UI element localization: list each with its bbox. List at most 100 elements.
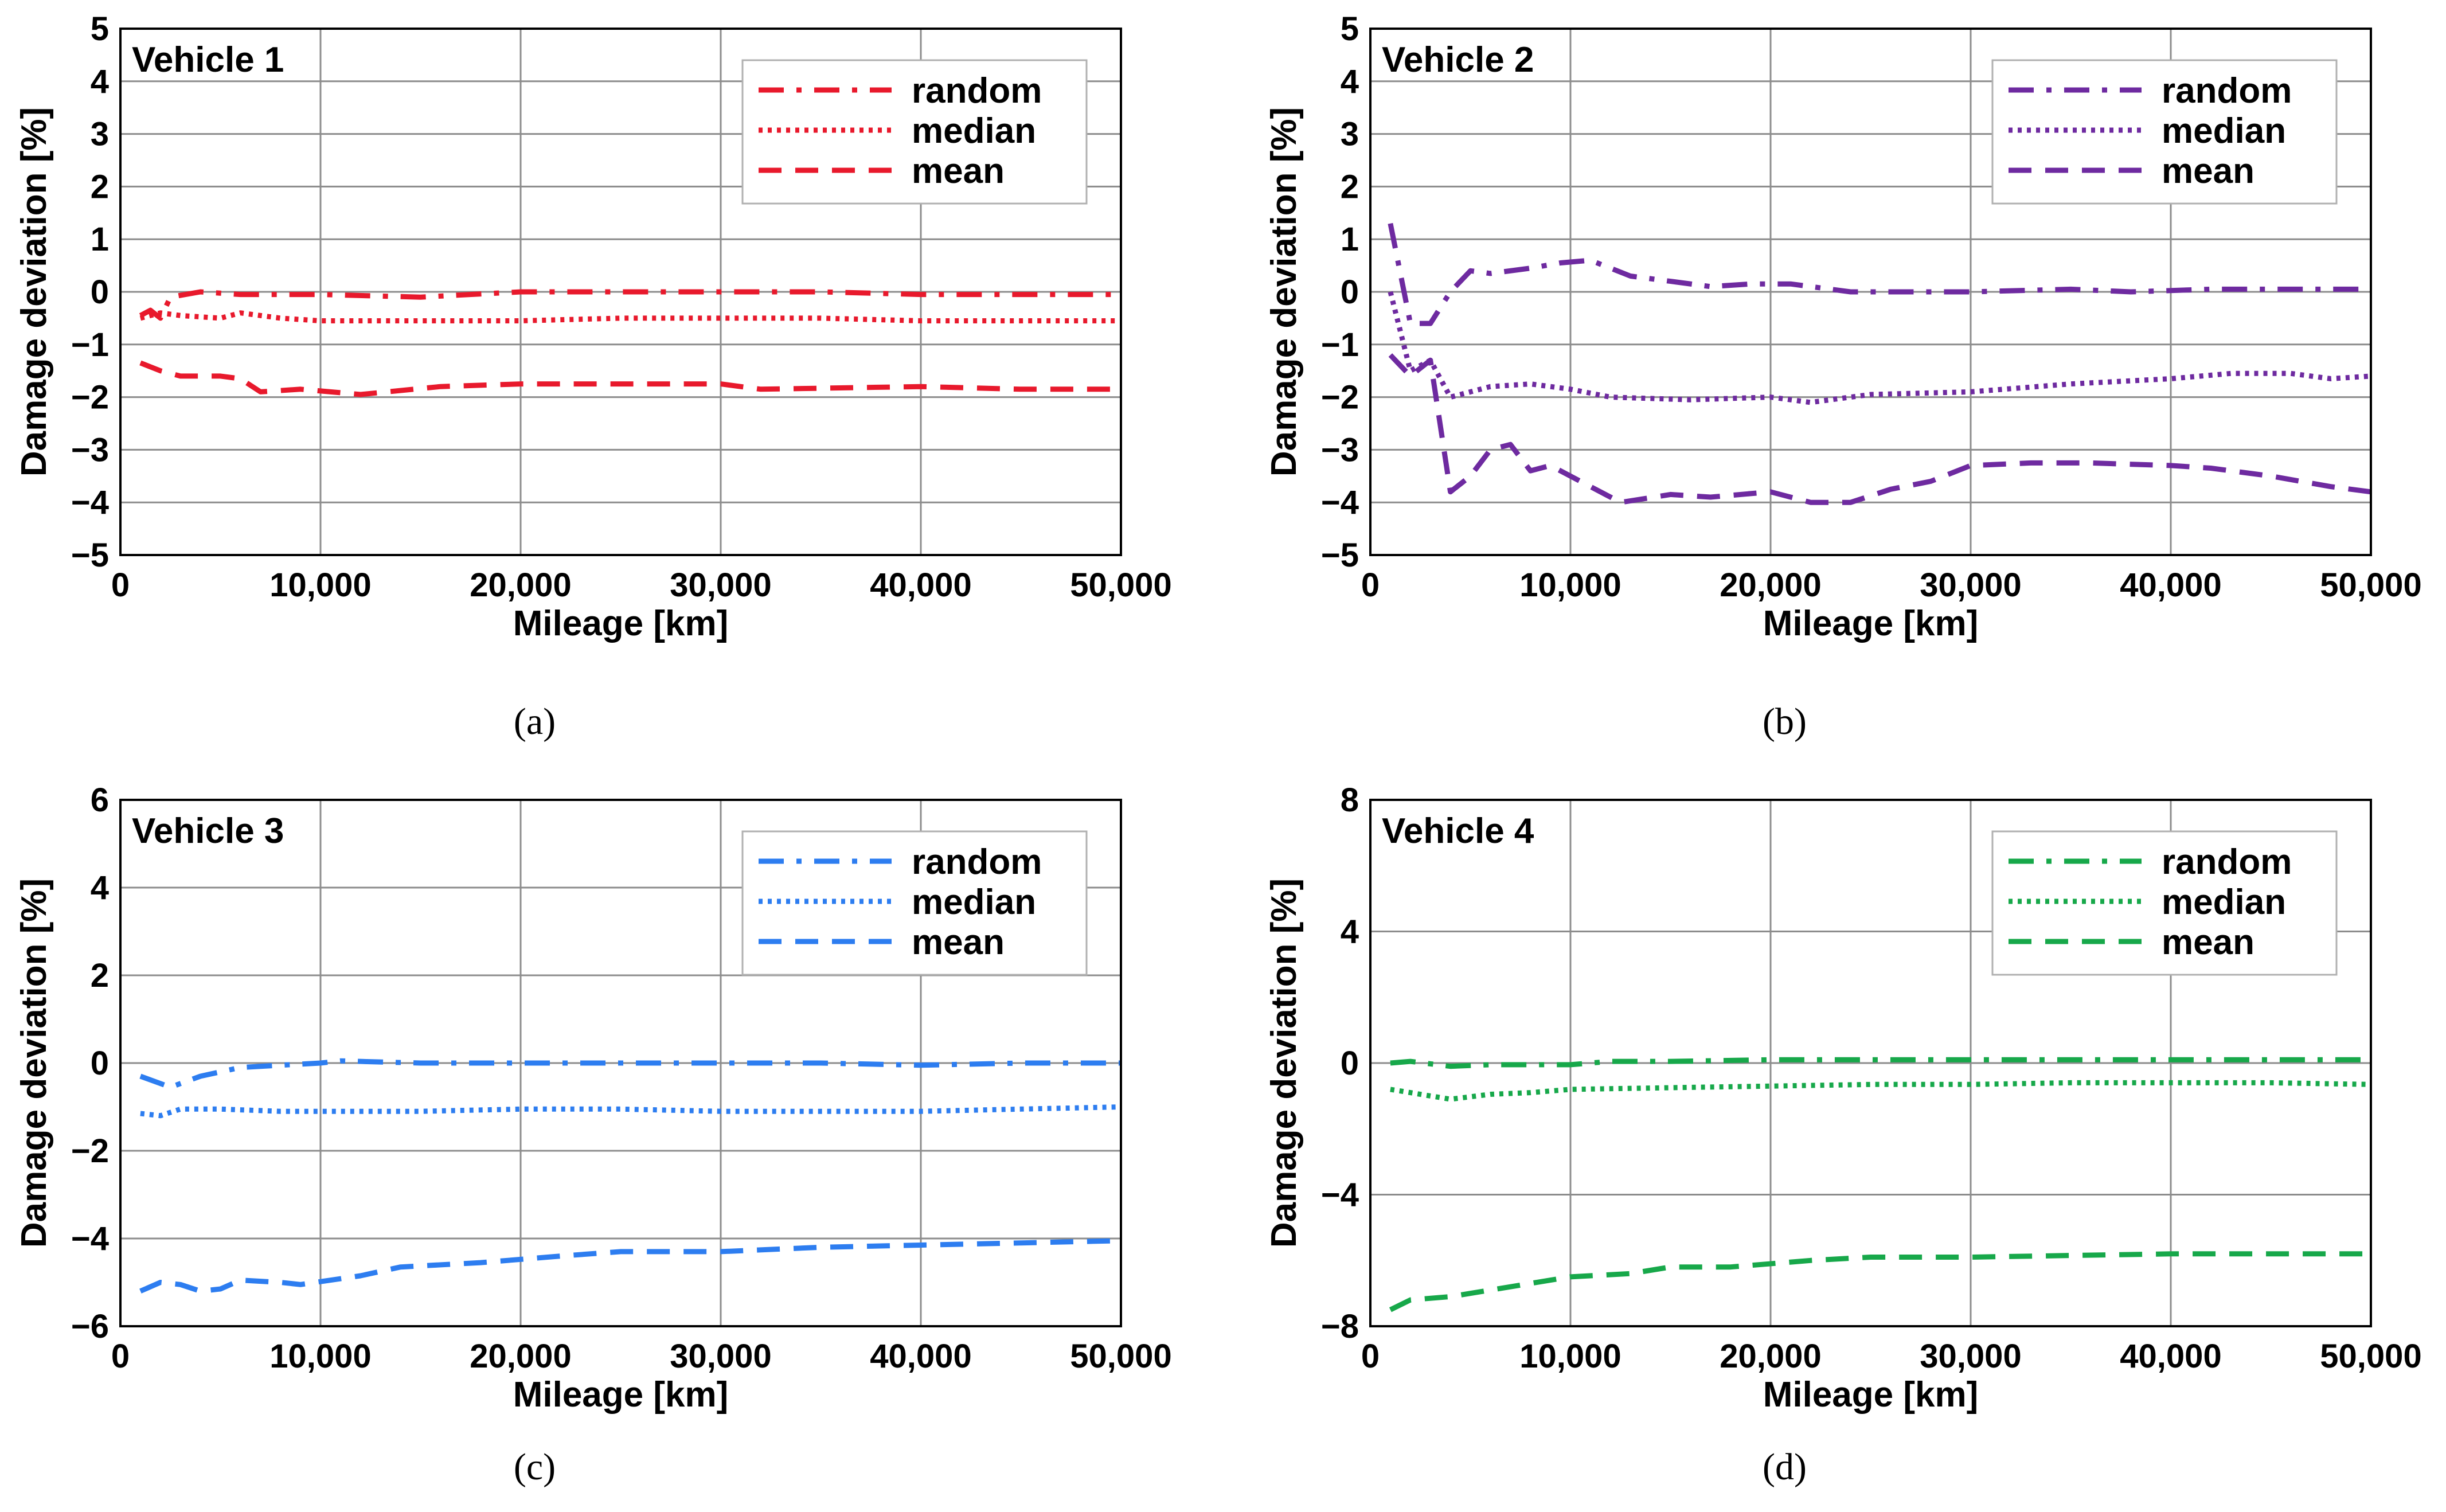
x-tick-label: 40,000 <box>870 566 971 604</box>
legend-label-median: median <box>2162 882 2286 922</box>
plot-frame <box>1369 28 2372 556</box>
x-tick-label: 50,000 <box>2320 1338 2421 1375</box>
chart-panel-1: 0 10,000 20,000 30,000 40,000 50,000 −5 −4 −3 −2 −… <box>14 10 1172 743</box>
y-tick-label: 4 <box>1341 913 1359 951</box>
y-axis-label: Damage deviation [%] <box>14 107 54 476</box>
y-tick-label: 0 <box>1341 1045 1359 1082</box>
y-axis-label: Damage deviation [%] <box>1264 107 1304 476</box>
panel-caption: (c) <box>514 1446 556 1488</box>
x-axis-label: Mileage [km] <box>513 604 729 643</box>
x-tick-label: 20,000 <box>470 1338 571 1375</box>
legend-box <box>1991 59 2338 205</box>
legend-label-mean: mean <box>912 923 1005 962</box>
x-tick-label: 0 <box>1361 1338 1380 1375</box>
series-line-random <box>1390 1057 2371 1069</box>
y-axis-label: Damage deviation [%] <box>14 878 54 1248</box>
y-tick-label: −5 <box>71 537 109 574</box>
series-line-mean <box>139 1238 1122 1294</box>
y-tick-label: −1 <box>1321 326 1359 364</box>
x-tick-label: 20,000 <box>1720 1338 1821 1375</box>
legend-label-median: median <box>912 111 1036 151</box>
x-axis-label: Mileage [km] <box>1763 604 1979 643</box>
y-tick-label: 1 <box>91 221 109 258</box>
legend-label-median: median <box>912 882 1036 922</box>
legend-label-mean: mean <box>2162 151 2254 191</box>
y-tick-label: 5 <box>1341 10 1359 48</box>
y-tick-label: −2 <box>1321 379 1359 416</box>
legend-label-random: random <box>2162 71 2292 111</box>
x-tick-label: 0 <box>1361 566 1380 604</box>
x-tick-label: 40,000 <box>2120 566 2221 604</box>
y-tick-label: −3 <box>1321 431 1359 468</box>
y-tick-label: 3 <box>1341 116 1359 153</box>
y-tick-label: 6 <box>91 782 109 819</box>
legend-label-median: median <box>2162 111 2286 151</box>
x-tick-label: 30,000 <box>670 1338 771 1375</box>
y-tick-label: −4 <box>71 1220 109 1257</box>
chart-panel-3: 0 10,000 20,000 30,000 40,000 50,000 −6 −4 −2 0 2 4… <box>14 782 1172 1488</box>
chart-panel-2: 0 10,000 20,000 30,000 40,000 50,000 −5 −4 −3 −2 −… <box>1264 10 2422 743</box>
x-tick-label: 50,000 <box>1070 1338 1171 1375</box>
x-tick-label: 10,000 <box>1519 566 1621 604</box>
x-tick-label: 40,000 <box>870 1338 971 1375</box>
x-tick-label: 30,000 <box>1920 566 2021 604</box>
y-tick-label: 3 <box>91 116 109 153</box>
legend-label-mean: mean <box>912 151 1005 191</box>
y-tick-label: −1 <box>71 326 109 364</box>
x-axis-label: Mileage [km] <box>513 1375 729 1415</box>
y-axis-label: Damage deviation [%] <box>1264 878 1304 1248</box>
y-tick-label: 0 <box>1341 274 1359 311</box>
series-line-median <box>140 1104 1122 1119</box>
series-line-random <box>1388 222 2371 326</box>
panel-title: Vehicle 1 <box>132 40 284 80</box>
legend-label-random: random <box>912 71 1042 111</box>
x-tick-label: 40,000 <box>2120 1338 2221 1375</box>
series-line-mean <box>1388 353 2371 505</box>
y-tick-label: 4 <box>91 869 109 907</box>
plot-frame <box>119 28 1122 556</box>
panel-caption: (b) <box>1763 701 1807 743</box>
x-tick-label: 0 <box>111 566 130 604</box>
y-tick-label: −2 <box>71 1132 109 1170</box>
series-line-random <box>139 1058 1121 1090</box>
y-tick-label: 2 <box>91 168 109 205</box>
legend-box <box>741 830 1088 976</box>
x-tick-label: 0 <box>111 1338 130 1375</box>
x-tick-label: 20,000 <box>1720 566 1821 604</box>
panel-title: Vehicle 3 <box>132 811 284 851</box>
series-line-median <box>1390 1080 2371 1102</box>
y-tick-label: −2 <box>71 379 109 416</box>
panel-title: Vehicle 4 <box>1382 811 1534 851</box>
panel-caption: (d) <box>1763 1446 1807 1488</box>
y-tick-label: −4 <box>1321 1177 1359 1214</box>
legend-label-mean: mean <box>2162 923 2254 962</box>
series-line-mean <box>1389 1251 2371 1312</box>
y-tick-label: −6 <box>71 1308 109 1345</box>
y-tick-label: 0 <box>91 1045 109 1082</box>
x-tick-label: 30,000 <box>670 566 771 604</box>
y-tick-label: 2 <box>91 957 109 994</box>
y-tick-label: 4 <box>91 63 109 100</box>
x-tick-label: 10,000 <box>269 1338 371 1375</box>
legend-label-random: random <box>912 842 1042 882</box>
y-tick-label: −8 <box>1321 1308 1359 1345</box>
x-tick-label: 20,000 <box>470 566 571 604</box>
legend-box <box>1991 830 2338 976</box>
x-tick-label: 10,000 <box>269 566 371 604</box>
y-tick-label: 1 <box>1341 221 1359 258</box>
series-line-mean <box>139 360 1121 397</box>
y-tick-label: 0 <box>91 274 109 311</box>
y-tick-label: −3 <box>71 431 109 468</box>
x-tick-label: 30,000 <box>1920 1338 2021 1375</box>
legend-label-random: random <box>2162 842 2292 882</box>
x-axis-label: Mileage [km] <box>1763 1375 1979 1415</box>
plot-frame <box>119 799 1122 1327</box>
x-tick-label: 50,000 <box>1070 566 1171 604</box>
y-tick-label: −5 <box>1321 537 1359 574</box>
legend-box <box>741 59 1088 205</box>
